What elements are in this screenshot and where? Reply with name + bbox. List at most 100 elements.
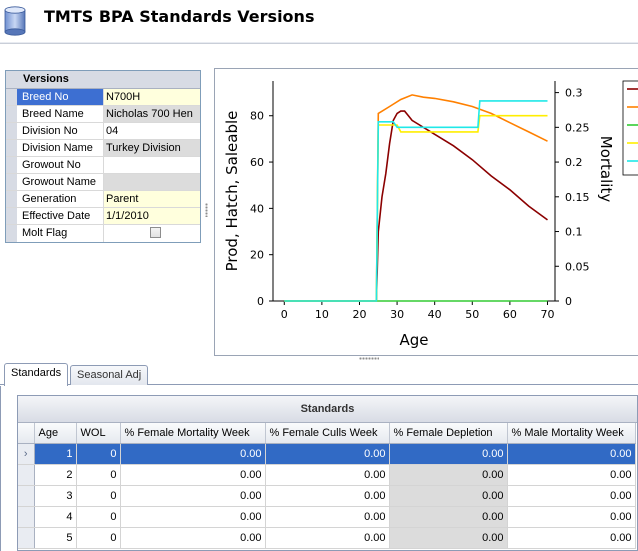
table-cell[interactable]: 0.00 — [507, 506, 635, 527]
table-row[interactable]: 3 0 0.00 0.00 0.00 0.00 — [18, 485, 635, 506]
table-cell[interactable]: 0.00 — [265, 485, 389, 506]
table-body: › 1 0 0.00 0.00 0.00 0.00 2 0 0.00 0.00 0.00 0.00 3 0 0… — [18, 443, 635, 548]
table-cell[interactable]: 0.00 — [265, 464, 389, 485]
table-cell[interactable]: 0.00 — [265, 527, 389, 548]
column-header-male-mortality-week[interactable]: % Male Mortality Week — [507, 423, 635, 443]
property-row[interactable]: Breed Name Nicholas 700 Hen — [6, 106, 200, 123]
column-header-female-depletion[interactable]: % Female Depletion — [389, 423, 507, 443]
series-line-1 — [284, 111, 547, 301]
property-row[interactable]: Molt Flag — [6, 225, 200, 242]
table-cell[interactable]: 0 — [76, 506, 120, 527]
table-cell[interactable]: 0.00 — [507, 464, 635, 485]
table-cell[interactable]: 0.00 — [507, 443, 635, 464]
property-row[interactable]: Division Name Turkey Division — [6, 140, 200, 157]
molt-flag-checkbox[interactable] — [150, 227, 161, 238]
property-label: Molt Flag — [17, 225, 104, 242]
table-cell[interactable]: 0.00 — [507, 527, 635, 548]
column-header-wol[interactable]: WOL — [76, 423, 120, 443]
property-value[interactable]: 1/1/2010 — [104, 208, 200, 224]
table-cell[interactable]: 3 — [34, 485, 76, 506]
property-value[interactable]: N700H — [104, 89, 200, 105]
splitter-grip-icon[interactable] — [359, 357, 379, 360]
column-header-female-culls-week[interactable]: % Female Culls Week — [265, 423, 389, 443]
standards-table[interactable]: Age WOL % Female Mortality Week % Female… — [18, 423, 636, 549]
table-cell[interactable]: 0 — [76, 464, 120, 485]
table-cell[interactable]: 0.00 — [389, 464, 507, 485]
table-cell[interactable]: 0 — [76, 527, 120, 548]
table-cell[interactable]: 0.00 — [389, 506, 507, 527]
table-cell[interactable]: 0.00 — [389, 485, 507, 506]
property-label: Effective Date — [17, 208, 104, 224]
y-axis-title: Prod, Hatch, Saleable — [223, 111, 241, 272]
property-row[interactable]: Growout No — [6, 157, 200, 174]
table-cell[interactable]: 0.00 — [120, 464, 265, 485]
property-label: Breed No — [17, 89, 104, 105]
row-selector[interactable]: › — [18, 443, 34, 464]
property-value[interactable]: 04 — [104, 123, 200, 139]
table-cell[interactable]: 0 — [76, 443, 120, 464]
table-cell[interactable]: 5 — [34, 527, 76, 548]
tab-standards[interactable]: Standards — [4, 363, 68, 386]
property-label: Growout No — [17, 157, 104, 173]
property-row[interactable]: Generation Parent — [6, 191, 200, 208]
property-gutter — [6, 140, 17, 156]
tab-seasonal-adj[interactable]: Seasonal Adj — [70, 365, 148, 385]
versions-header: Versions — [6, 71, 200, 89]
property-row[interactable]: Growout Name — [6, 174, 200, 191]
property-row[interactable]: Division No 04 — [6, 123, 200, 140]
table-cell[interactable]: 0.00 — [265, 506, 389, 527]
table-cell[interactable]: 0.00 — [389, 527, 507, 548]
row-selector[interactable] — [18, 485, 34, 506]
property-label: Breed Name — [17, 106, 104, 122]
row-selector[interactable] — [18, 506, 34, 527]
table-cell[interactable]: 0.00 — [120, 527, 265, 548]
row-selector[interactable] — [18, 527, 34, 548]
line-chart: 0 10 20 30 40 50 60 70 0 20 40 60 80 0 0.05 0.1 0.15 0.2 0… — [215, 69, 638, 357]
table-cell[interactable]: 0.00 — [120, 485, 265, 506]
property-value[interactable]: Turkey Division — [104, 140, 200, 156]
y2-tick-label: 0.25 — [565, 121, 590, 134]
splitter-grip-icon[interactable] — [205, 203, 208, 217]
y2-tick-label: 0.2 — [565, 156, 583, 169]
table-cell[interactable]: 0 — [76, 485, 120, 506]
row-selector[interactable] — [18, 464, 34, 485]
table-cell[interactable]: 0.00 — [507, 485, 635, 506]
property-gutter — [6, 191, 17, 207]
table-cell[interactable]: 0.00 — [120, 506, 265, 527]
table-row[interactable]: 2 0 0.00 0.00 0.00 0.00 — [18, 464, 635, 485]
table-cell[interactable]: 1 — [34, 443, 76, 464]
property-gutter — [6, 208, 17, 224]
property-row[interactable]: Breed No N700H — [6, 89, 200, 106]
property-value[interactable] — [104, 174, 200, 190]
property-value[interactable] — [104, 157, 200, 173]
row-selector-header — [18, 423, 34, 443]
versions-property-grid: Versions Breed No N700H Breed Name Nicholas… — [5, 70, 201, 243]
table-cell[interactable]: 0.00 — [265, 443, 389, 464]
x-tick-label: 50 — [465, 308, 479, 321]
standards-grid[interactable]: Standards Age WOL % Female Mortality Wee… — [17, 395, 638, 551]
app-header: TMTS BPA Standards Versions — [0, 0, 638, 42]
table-cell[interactable]: 2 — [34, 464, 76, 485]
series-line-5 — [284, 101, 547, 301]
column-header-female-mortality-week[interactable]: % Female Mortality Week — [120, 423, 265, 443]
x-tick-label: 0 — [281, 308, 288, 321]
table-cell[interactable]: 4 — [34, 506, 76, 527]
table-row[interactable]: 5 0 0.00 0.00 0.00 0.00 — [18, 527, 635, 548]
property-value[interactable]: Nicholas 700 Hen — [104, 106, 200, 122]
property-row[interactable]: Effective Date 1/1/2010 — [6, 208, 200, 225]
property-value[interactable] — [104, 225, 200, 242]
versions-rows: Breed No N700H Breed Name Nicholas 700 Hen D… — [6, 89, 200, 242]
table-row[interactable]: 4 0 0.00 0.00 0.00 0.00 — [18, 506, 635, 527]
property-gutter — [6, 157, 17, 173]
property-value[interactable]: Parent — [104, 191, 200, 207]
y-tick-label: 80 — [250, 110, 264, 123]
y2-tick-label: 0.05 — [565, 260, 590, 273]
property-gutter — [6, 123, 17, 139]
column-header-age[interactable]: Age — [34, 423, 76, 443]
horizontal-splitter[interactable] — [0, 356, 638, 362]
tab-strip: Standards Seasonal Adj — [0, 363, 638, 385]
table-cell[interactable]: 0.00 — [120, 443, 265, 464]
table-row[interactable]: › 1 0 0.00 0.00 0.00 0.00 — [18, 443, 635, 464]
grid-band-title: Standards — [18, 396, 637, 423]
table-cell[interactable]: 0.00 — [389, 443, 507, 464]
